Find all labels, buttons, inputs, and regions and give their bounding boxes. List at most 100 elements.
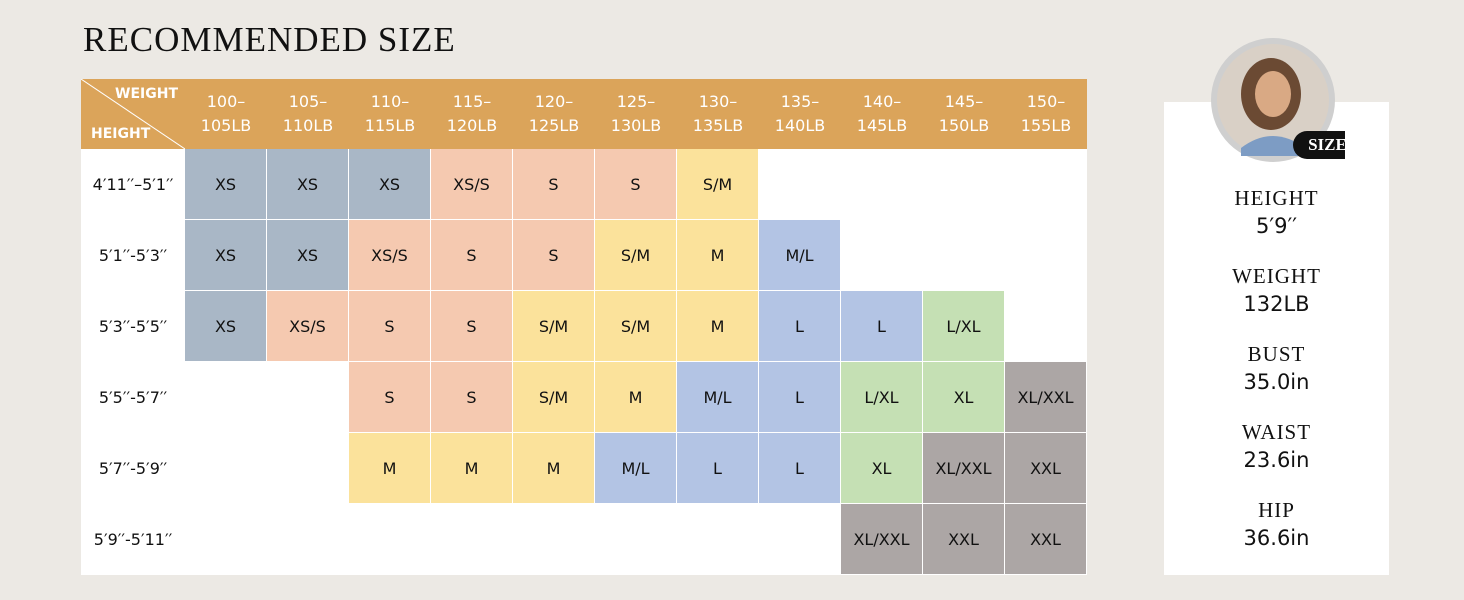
empty-cell bbox=[677, 504, 759, 575]
column-header-line: 150– bbox=[1026, 92, 1066, 111]
empty-cell bbox=[185, 504, 267, 575]
column-header: 150– 155LB bbox=[1005, 79, 1087, 149]
size-cell: XL bbox=[841, 433, 923, 504]
empty-cell bbox=[1005, 220, 1087, 291]
row-header: 5′7′′-5′9′′ bbox=[81, 433, 185, 504]
column-header-line: 100– bbox=[206, 92, 246, 111]
empty-cell bbox=[759, 149, 841, 220]
column-header: 145– 150LB bbox=[923, 79, 1005, 149]
size-cell: XL/XXL bbox=[841, 504, 923, 575]
empty-cell bbox=[841, 220, 923, 291]
column-header-line: 130LB bbox=[610, 116, 662, 135]
size-cell: S bbox=[513, 149, 595, 220]
measurement-label: HIP bbox=[1258, 498, 1295, 522]
size-cell: S bbox=[431, 362, 513, 433]
corner-height: HEIGHT bbox=[91, 126, 151, 142]
empty-cell bbox=[267, 433, 349, 504]
size-cell: XL bbox=[923, 362, 1005, 433]
size-cell: S/M bbox=[513, 362, 595, 433]
title: RECOMMENDED SIZE bbox=[83, 20, 456, 59]
measurement-label: WEIGHT bbox=[1232, 264, 1321, 288]
column-header: 110– 115LB bbox=[349, 79, 431, 149]
empty-cell bbox=[349, 504, 431, 575]
empty-cell bbox=[431, 504, 513, 575]
size-cell: XXL bbox=[1005, 504, 1087, 575]
column-header-line: 130– bbox=[698, 92, 738, 111]
size-cell: M bbox=[677, 220, 759, 291]
column-header: 135– 140LB bbox=[759, 79, 841, 149]
column-header-line: 120– bbox=[534, 92, 574, 111]
diagonal bbox=[81, 79, 185, 149]
column-header: 105– 110LB bbox=[267, 79, 349, 149]
column-header: 125– 130LB bbox=[595, 79, 677, 149]
column-header-line: 105– bbox=[288, 92, 328, 111]
size-cell: XS/S bbox=[431, 149, 513, 220]
column-header-line: 155LB bbox=[1020, 116, 1072, 135]
size-cell: L/XL bbox=[841, 362, 923, 433]
size-cell: S/M bbox=[595, 291, 677, 362]
empty-cell bbox=[1005, 291, 1087, 362]
size-cell: XL/XXL bbox=[923, 433, 1005, 504]
size-cell: M bbox=[595, 362, 677, 433]
size-cell: L bbox=[841, 291, 923, 362]
column-header-line: 110LB bbox=[282, 116, 334, 135]
size-cell: XS/S bbox=[349, 220, 431, 291]
size-cell: XS bbox=[267, 220, 349, 291]
size-cell: L bbox=[759, 433, 841, 504]
empty-cell bbox=[1005, 149, 1087, 220]
column-header-line: 105LB bbox=[200, 116, 252, 135]
column-header: 140– 145LB bbox=[841, 79, 923, 149]
size-cell: L bbox=[677, 433, 759, 504]
column-header-line: 125LB bbox=[528, 116, 580, 135]
empty-cell bbox=[923, 149, 1005, 220]
row-header: 5′1′′-5′3′′ bbox=[81, 220, 185, 291]
column-header-line: 115– bbox=[452, 92, 492, 111]
badge-text: SIZE:S bbox=[1308, 135, 1362, 154]
size-cell: S bbox=[595, 149, 677, 220]
empty-cell bbox=[595, 504, 677, 575]
row-header: 5′5′′-5′7′′ bbox=[81, 362, 185, 433]
size-cell: M bbox=[349, 433, 431, 504]
column-header-line: 125– bbox=[616, 92, 656, 111]
column-header-line: 135– bbox=[780, 92, 820, 111]
size-cell: XS bbox=[185, 220, 267, 291]
size-cell: S bbox=[431, 220, 513, 291]
measurement-label: WAIST bbox=[1241, 420, 1312, 444]
column-header-line: 145– bbox=[944, 92, 984, 111]
size-cell: XS/S bbox=[267, 291, 349, 362]
size-cell: L/XL bbox=[923, 291, 1005, 362]
column-header-line: 145LB bbox=[856, 116, 908, 135]
model-panel: HEIGHT 5′9′′ WEIGHT 132LB BUST 35.0in WAIST 23.… bbox=[1164, 102, 1389, 575]
measurement-value: 23.6in bbox=[1243, 448, 1310, 472]
size-cell: S bbox=[349, 291, 431, 362]
badge bbox=[1293, 131, 1345, 159]
size-cell: M bbox=[677, 291, 759, 362]
size-cell: S/M bbox=[513, 291, 595, 362]
empty-cell bbox=[267, 504, 349, 575]
column-header-line: 120LB bbox=[446, 116, 498, 135]
row-header: 5′9′′-5′11′′ bbox=[81, 504, 185, 575]
size-cell: M/L bbox=[677, 362, 759, 433]
empty-cell bbox=[759, 504, 841, 575]
size-cell: XXL bbox=[923, 504, 1005, 575]
size-cell: L bbox=[759, 291, 841, 362]
size-cell: S bbox=[349, 362, 431, 433]
size-cell: S/M bbox=[595, 220, 677, 291]
empty-cell bbox=[923, 220, 1005, 291]
size-cell: M bbox=[431, 433, 513, 504]
avatar bbox=[1211, 38, 1345, 162]
row-header: 5′3′′-5′5′′ bbox=[81, 291, 185, 362]
measurement-value: 35.0in bbox=[1243, 370, 1310, 394]
corner-header: WEIGHT HEIGHT bbox=[81, 79, 185, 149]
face bbox=[1255, 71, 1291, 117]
size-cell: S bbox=[513, 220, 595, 291]
size-cell: M/L bbox=[595, 433, 677, 504]
size-cell: XL/XXL bbox=[1005, 362, 1087, 433]
measurement-label: HEIGHT bbox=[1234, 186, 1319, 210]
column-header: 130– 135LB bbox=[677, 79, 759, 149]
measurement-label: BUST bbox=[1247, 342, 1306, 366]
size-cell: M bbox=[513, 433, 595, 504]
column-header-line: 115LB bbox=[364, 116, 416, 135]
column-header: 120– 125LB bbox=[513, 79, 595, 149]
